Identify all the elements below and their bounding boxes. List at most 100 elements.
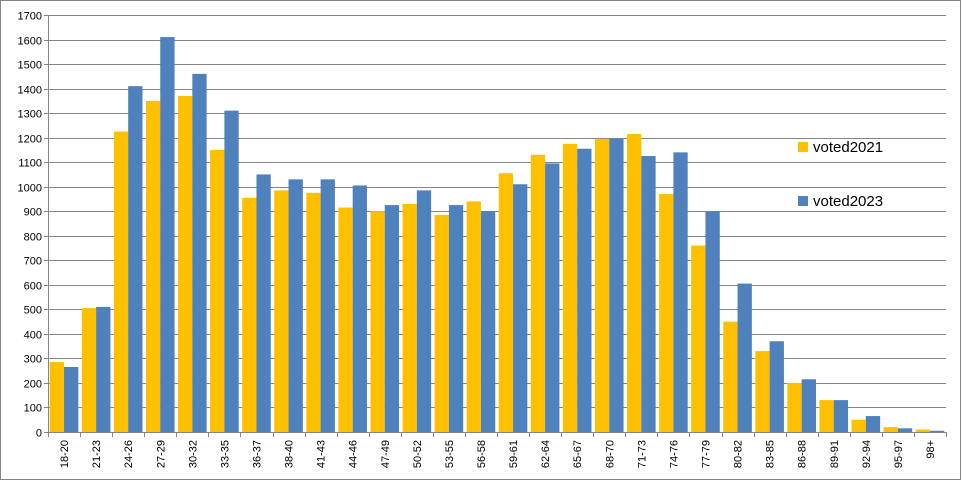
- bar-voted2023-36-37: [256, 174, 271, 432]
- x-tick-label: 68-70: [604, 440, 616, 468]
- x-tick-label: 50-52: [412, 440, 424, 468]
- bar-voted2021-86-88: [787, 382, 802, 432]
- x-tick-label: 62-64: [540, 440, 552, 468]
- bar-voted2021-44-46: [338, 207, 353, 432]
- x-tick-label: 95-97: [893, 440, 905, 468]
- y-tick-label: 600: [24, 281, 42, 293]
- bar-voted2023-44-46: [352, 185, 367, 432]
- bar-voted2023-30-32: [192, 73, 207, 433]
- bar-voted2023-56-58: [480, 211, 496, 432]
- bar-voted2023-89-91: [833, 400, 849, 432]
- bar-voted2023-77-79: [705, 211, 720, 432]
- x-tick-label: 92-94: [861, 440, 873, 468]
- bar-voted2021-89-91: [819, 400, 834, 432]
- x-tick-label: 77-79: [700, 440, 712, 468]
- x-tick-label: 38-40: [284, 440, 296, 468]
- x-tick-label: 83-85: [765, 440, 777, 468]
- bar-voted2021-21-23: [81, 308, 97, 432]
- bar-voted2021-77-79: [691, 245, 706, 432]
- legend-swatch-voted2023: [798, 196, 808, 206]
- bar-voted2021-74-76: [659, 194, 674, 432]
- bar-voted2021-68-70: [594, 138, 610, 432]
- x-tick-label: 56-58: [476, 440, 488, 468]
- x-tick-label: 47-49: [380, 440, 392, 468]
- bar-voted2023-50-52: [416, 190, 432, 432]
- bar-voted2021-24-26: [113, 131, 129, 432]
- bar-voted2023-65-67: [577, 148, 592, 432]
- x-tick-label: 41-43: [316, 440, 328, 468]
- bar-voted2021-53-55: [434, 214, 449, 432]
- bar-voted2021-27-29: [145, 100, 161, 432]
- bar-voted2021-83-85: [755, 351, 770, 432]
- legend-swatch-voted2021: [798, 142, 808, 152]
- y-tick-label: 100: [24, 403, 42, 415]
- y-tick-label: 1000: [18, 183, 42, 195]
- x-tick-label: 44-46: [348, 440, 360, 468]
- bar-voted2023-74-76: [673, 152, 688, 433]
- bar-voted2021-30-32: [178, 95, 193, 432]
- y-tick-label: 1500: [18, 60, 42, 72]
- bar-voted2021-50-52: [402, 203, 417, 432]
- y-tick-label: 400: [24, 330, 42, 342]
- bar-voted2023-18-20: [64, 367, 79, 432]
- bar-voted2021-38-40: [274, 190, 289, 432]
- x-tick-label: 80-82: [733, 440, 745, 468]
- x-axis-ticks: 18-20 21-23 24-26 27-29 30-32 33-35 36-37 38-40…: [48, 432, 947, 468]
- bar-voted2023-98+: [929, 430, 945, 432]
- x-tick-label: 59-61: [508, 440, 520, 468]
- x-tick-label: 36-37: [251, 440, 263, 468]
- bar-voted2023-33-35: [224, 110, 239, 432]
- x-tick-label: 98+: [925, 440, 937, 459]
- y-tick-label: 300: [24, 354, 42, 366]
- bar-voted2021-95-97: [883, 427, 898, 432]
- y-tick-label: 1100: [18, 158, 42, 170]
- y-tick-label: 1600: [18, 36, 42, 48]
- y-tick-label: 1400: [18, 85, 42, 97]
- x-tick-label: 86-88: [797, 440, 809, 468]
- bar-voted2021-33-35: [210, 149, 225, 432]
- y-axis-ticks: 0 100 200 300 400 500 600 700 800 900 1000 1100 1200…: [18, 11, 48, 440]
- legend-label-voted2023: voted2023: [813, 193, 883, 210]
- x-tick-label: 24-26: [123, 440, 135, 468]
- y-tick-label: 700: [24, 256, 42, 268]
- y-tick-label: 1300: [18, 109, 42, 121]
- x-tick-label: 30-32: [187, 440, 199, 468]
- bar-voted2023-41-43: [320, 179, 335, 432]
- x-tick-label: 21-23: [91, 440, 103, 468]
- x-tick-label: 53-55: [444, 440, 456, 468]
- bar-voted2021-92-94: [851, 419, 866, 432]
- bar-voted2023-80-82: [737, 283, 752, 432]
- y-tick-label: 900: [24, 207, 42, 219]
- bars: [49, 37, 945, 433]
- bar-voted2021-36-37: [242, 197, 257, 432]
- bar-voted2023-62-64: [545, 163, 560, 432]
- y-tick-label: 500: [24, 305, 42, 317]
- y-tick-label: 800: [24, 232, 42, 244]
- bar-voted2021-41-43: [306, 192, 321, 432]
- bar-voted2023-86-88: [801, 379, 816, 432]
- bar-voted2023-24-26: [128, 86, 143, 432]
- bar-voted2023-53-55: [448, 205, 464, 432]
- bar-voted2023-21-23: [96, 306, 111, 432]
- bar-voted2023-95-97: [897, 428, 913, 432]
- bar-voted2021-18-20: [49, 362, 65, 432]
- x-tick-label: 65-67: [572, 440, 584, 468]
- bar-voted2023-27-29: [160, 37, 175, 432]
- bar-voted2021-80-82: [723, 321, 738, 432]
- bar-voted2023-47-49: [384, 205, 400, 432]
- bar-voted2023-68-70: [609, 138, 624, 432]
- x-tick-label: 89-91: [829, 440, 841, 468]
- bar-voted2021-65-67: [562, 143, 578, 432]
- x-tick-label: 18-20: [59, 440, 71, 468]
- y-tick-label: 200: [24, 379, 42, 391]
- y-tick-label: 1700: [18, 11, 42, 23]
- x-tick-label: 27-29: [155, 440, 167, 468]
- bar-voted2023-38-40: [288, 179, 303, 432]
- y-tick-label: 0: [36, 428, 42, 440]
- legend: voted2021 voted2023: [798, 139, 883, 210]
- bar-voted2021-47-49: [370, 211, 385, 432]
- x-tick-label: 74-76: [668, 440, 680, 468]
- bar-voted2021-56-58: [466, 201, 481, 432]
- x-tick-label: 33-35: [219, 440, 231, 468]
